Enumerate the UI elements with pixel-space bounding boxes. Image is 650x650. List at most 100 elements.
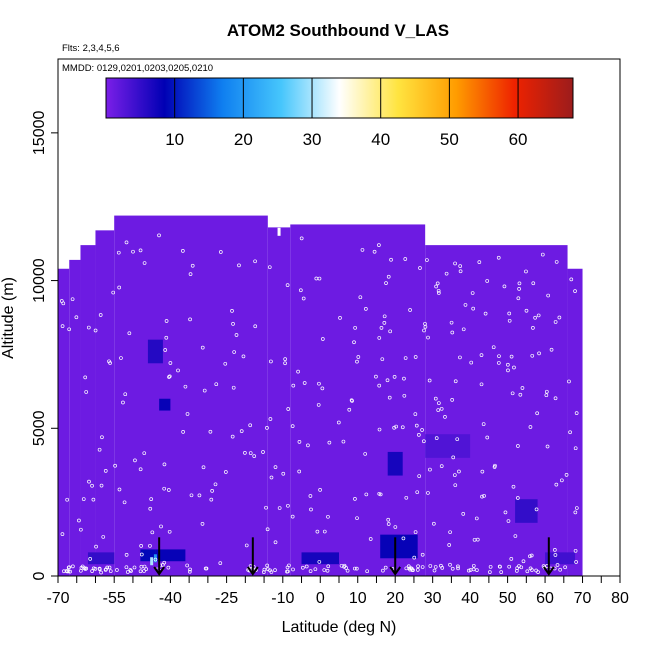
sample-marker [309,507,313,512]
sample-marker [74,315,79,320]
sample-marker [113,463,117,468]
sample-marker [277,506,282,510]
x-tick-label: 30 [424,590,442,607]
x-tick-label: 0 [316,590,325,607]
sample-marker [81,497,86,501]
sample-marker [439,464,444,469]
sample-marker [345,568,350,573]
sample-marker [511,484,516,489]
sample-marker [273,568,277,573]
heatmap-spot [150,557,154,566]
sample-marker [166,565,171,570]
x-tick-label: 50 [499,590,517,607]
colorbar-tick-label: 50 [440,130,459,149]
sample-marker [176,368,180,373]
sample-marker [393,525,398,529]
sample-marker [420,552,425,557]
coverage-column [58,268,70,576]
sample-marker [231,322,235,326]
sample-marker [447,543,452,547]
heatmap-cell [87,552,115,565]
sample-marker [267,265,272,270]
sample-marker [437,401,441,405]
sample-marker [93,328,98,333]
sample-marker [350,399,354,403]
sample-marker [403,257,408,261]
sample-marker [564,472,569,477]
sample-marker [208,429,213,434]
sample-marker [128,568,133,572]
sample-marker [67,565,71,570]
sample-marker [574,506,579,510]
sample-marker [400,425,405,430]
sample-marker [64,569,69,573]
sample-marker [91,497,96,502]
sample-marker [436,291,441,295]
sample-marker [286,503,290,508]
sample-marker [536,313,541,318]
sample-marker [306,443,310,448]
sample-marker [518,392,523,397]
sample-marker [418,266,422,270]
heatmap-cell [545,552,576,565]
coverage-column [267,227,291,576]
sample-marker [166,488,171,492]
sample-marker [386,517,391,522]
sample-marker [404,495,409,500]
sample-marker [181,249,185,253]
sample-marker [347,407,352,412]
sample-marker [406,564,411,569]
flight-arrow-head [389,566,402,576]
sample-marker [183,384,188,389]
sample-marker [368,537,373,541]
sample-marker [111,290,116,295]
sample-marker [420,428,424,432]
sample-marker [470,291,475,295]
sample-marker [386,522,391,526]
sample-marker [317,560,322,564]
sample-marker [469,360,474,365]
x-tick-label: -55 [103,590,126,607]
sample-marker [285,283,290,287]
x-tick-label: 10 [349,590,367,607]
sample-marker [164,335,169,340]
sample-marker [99,570,103,575]
sample-marker [355,359,359,364]
sample-marker [87,479,91,484]
sample-marker [116,250,121,255]
sample-marker [507,318,512,323]
sample-marker [218,250,223,254]
sample-marker [509,354,514,359]
sample-marker [286,569,290,574]
sample-marker [297,469,302,474]
sample-marker [458,269,463,274]
sample-marker [510,391,515,396]
sample-marker [434,284,438,289]
sample-marker [202,388,207,393]
sample-marker [336,420,341,425]
sample-marker [481,422,486,426]
sample-marker [99,483,104,488]
y-tick-label: 0 [31,571,48,580]
sample-marker [285,565,290,570]
sample-marker [159,524,163,529]
sample-marker [422,439,426,444]
sample-marker [218,561,223,566]
sample-marker [265,563,270,568]
sample-marker [557,315,562,320]
sample-marker [458,355,462,360]
sample-marker [515,566,520,571]
sample-marker [365,569,370,574]
sample-marker [507,311,512,316]
sample-marker [296,369,300,374]
heatmap-cell [380,534,418,559]
sample-marker [167,375,171,379]
sample-marker [79,568,83,573]
heatmap-cell [155,549,186,562]
sample-marker [553,553,558,557]
sample-marker [353,325,357,330]
sample-marker [553,320,558,324]
heatmap-field [58,215,583,576]
sample-marker [167,529,172,534]
